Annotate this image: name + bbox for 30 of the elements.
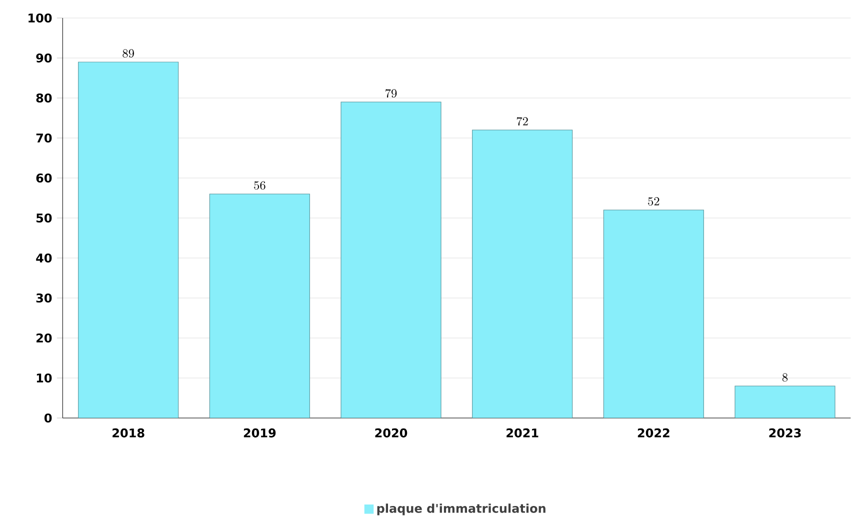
x-tick-label: 2022 <box>638 428 670 438</box>
y-tick-label: 10 <box>36 373 52 383</box>
y-tick-label: 40 <box>36 253 52 263</box>
bar <box>340 102 442 418</box>
bar <box>209 194 310 418</box>
y-tick-label: 90 <box>36 53 52 63</box>
y-tick-label: 60 <box>36 173 52 183</box>
data-label: 8 <box>782 373 788 382</box>
bar <box>78 62 179 418</box>
data-label: 52 <box>648 197 660 206</box>
x-tick-label: 2021 <box>506 428 538 438</box>
data-label: 79 <box>386 89 397 98</box>
y-tick-label: 100 <box>28 13 52 23</box>
bar <box>472 130 573 418</box>
x-tick-label: 2018 <box>112 428 144 438</box>
y-tick-label: 70 <box>36 133 52 143</box>
x-tick-label: 2019 <box>244 428 276 438</box>
bar <box>603 210 704 418</box>
y-tick-label: 50 <box>36 213 52 223</box>
x-tick-label: 2023 <box>769 428 801 438</box>
legend-label: plaque d'immatriculation <box>377 504 546 516</box>
x-tick-label: 2020 <box>375 428 408 438</box>
y-tick-label: 30 <box>36 293 52 303</box>
y-tick-label: 20 <box>36 333 52 343</box>
bar <box>734 386 836 418</box>
y-tick-label: 80 <box>36 93 52 103</box>
y-tick-label: 0 <box>44 413 52 423</box>
data-label: 56 <box>254 181 266 190</box>
data-label: 89 <box>122 49 134 58</box>
data-label: 72 <box>516 117 528 126</box>
